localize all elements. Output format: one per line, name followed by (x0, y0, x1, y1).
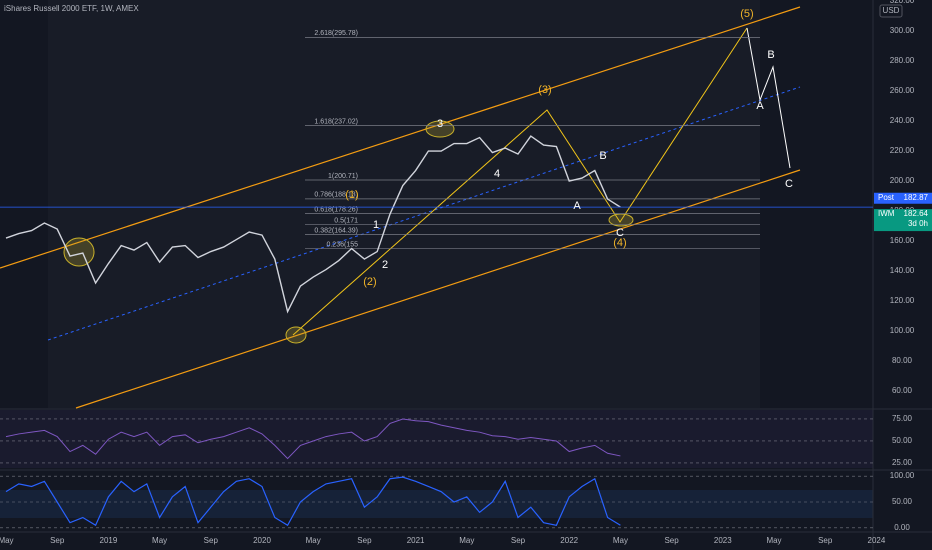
x-tick-label: May (152, 536, 167, 545)
wave-label: B (599, 150, 606, 162)
channel-lower (75, 169, 801, 409)
wave-label: B (767, 49, 774, 61)
y-tick-label: 120.00 (890, 296, 915, 305)
x-tick-label: 2022 (560, 536, 578, 545)
x-tick-label: 2021 (407, 536, 425, 545)
price-tag-name: Post (878, 193, 895, 202)
highlight (425, 120, 455, 138)
fib-label: 2.618(295.78) (314, 30, 358, 37)
wave-label: 3 (437, 118, 443, 130)
stoch-band (0, 490, 873, 518)
rsi-line (5, 418, 621, 460)
wave-label: (5) (740, 8, 753, 20)
y-tick-label: 50.00 (892, 497, 913, 506)
fib-label: 1(200.71) (328, 173, 358, 180)
x-tick-label: May (306, 536, 321, 545)
y-tick-label: 320.00 (890, 0, 915, 5)
x-tick-label: Sep (50, 536, 65, 545)
price-line (5, 135, 621, 314)
y-tick-label: 75.00 (892, 414, 913, 423)
y-tick-label: 50.00 (892, 436, 913, 445)
x-tick-label: 2023 (714, 536, 732, 545)
y-tick-label: 240.00 (890, 116, 915, 125)
fib-label: 0.382(164.39) (314, 227, 358, 234)
y-tick-label: 100.00 (890, 326, 915, 335)
wave-label: (4) (613, 237, 626, 249)
y-tick-label: 140.00 (890, 266, 915, 275)
x-tick-label: Sep (664, 536, 679, 545)
price-tag-name: IWM (878, 209, 895, 218)
price-tag (874, 192, 932, 204)
x-tick-label: 2020 (253, 536, 271, 545)
wave-label: (2) (363, 276, 376, 288)
x-tick-label: Sep (818, 536, 833, 545)
wave-label: A (573, 200, 581, 212)
x-tick-label: May (613, 536, 628, 545)
y-tick-label: 100.00 (890, 471, 915, 480)
y-tick-label: 280.00 (890, 56, 915, 65)
x-tick-label: 2019 (100, 536, 118, 545)
highlight (63, 237, 95, 267)
x-tick-label: May (459, 536, 474, 545)
y-tick-label: 160.00 (890, 236, 915, 245)
fib-label: 0.618(178.26) (314, 207, 358, 214)
price-tag-value: 182.87 (904, 193, 929, 202)
drawings (0, 6, 801, 409)
y-tick-label: 80.00 (892, 356, 913, 365)
x-tick-label: Sep (357, 536, 372, 545)
y-tick-label: 0.00 (894, 523, 910, 532)
y-tick-label: 260.00 (890, 86, 915, 95)
wave-label: C (616, 227, 624, 239)
y-tick-label: 60.00 (892, 386, 913, 395)
pane-shade (48, 0, 760, 408)
wave-label: (3) (538, 84, 551, 96)
highlight (285, 326, 307, 344)
wave-label: A (756, 100, 764, 112)
currency-box (879, 4, 903, 18)
x-tick-label: Sep (204, 536, 219, 545)
x-tick-label: Sep (511, 536, 526, 545)
wave-label: C (785, 178, 793, 190)
currency: USD (883, 6, 900, 15)
x-tick-label: May (0, 536, 14, 545)
y-tick-label: 220.00 (890, 146, 915, 155)
price-tag-value: 182.64 (904, 209, 929, 218)
y-tick-label: 300.00 (890, 26, 915, 35)
price-tag (874, 209, 932, 232)
abc-projection (746, 27, 791, 169)
wave-label: 1 (373, 219, 379, 231)
fib-label: 0.236(155 (326, 241, 358, 248)
price-tag-time: 3d 0h (908, 219, 928, 228)
wave-projection (292, 27, 748, 336)
fib-label: 1.618(237.02) (314, 118, 358, 125)
wave-label: (1) (345, 189, 358, 201)
x-tick-label: 2024 (868, 536, 886, 545)
wave-label: 4 (494, 168, 500, 180)
wave-label: 2 (382, 259, 388, 271)
channel-upper (0, 6, 801, 269)
chart-title: iShares Russell 2000 ETF, 1W, AMEX (4, 4, 139, 13)
y-tick-label: 200.00 (890, 176, 915, 185)
rsi-pane (0, 410, 873, 468)
y-tick-label: 25.00 (892, 458, 913, 467)
stoch-line (5, 476, 621, 527)
fib-label: 0.5(171 (334, 217, 358, 224)
fib-label: 0.786(188.13) (314, 192, 358, 199)
x-tick-label: May (766, 536, 781, 545)
